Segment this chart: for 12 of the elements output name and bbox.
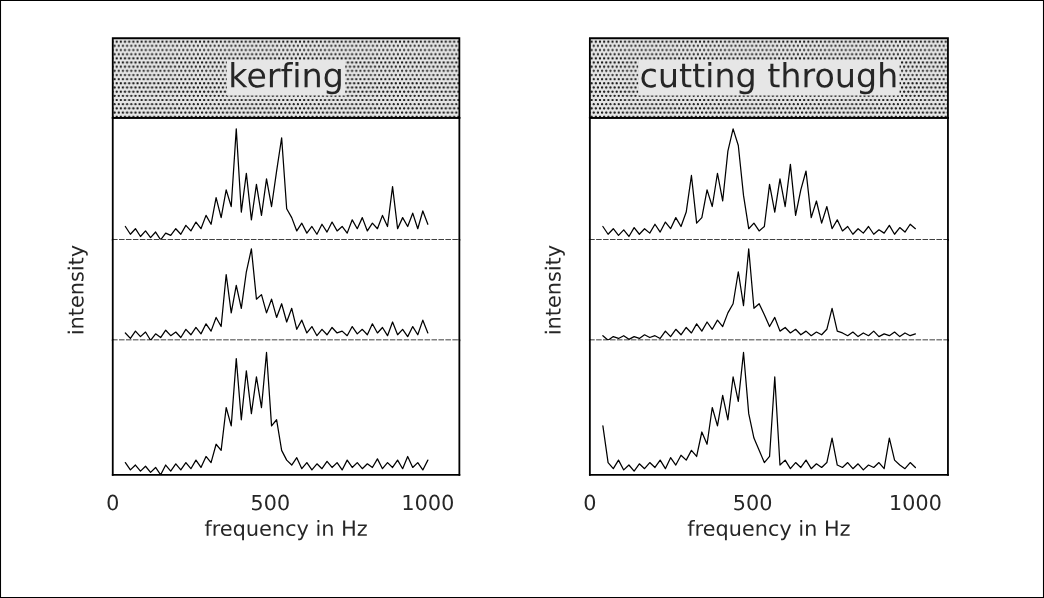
- chart-title: kerfing: [231, 61, 341, 95]
- x-tick-label: 1000: [403, 494, 453, 511]
- x-tick-label: 500: [734, 494, 772, 511]
- x-tick-label: 0: [584, 494, 596, 511]
- x-tick-label: 500: [252, 494, 289, 511]
- x-axis-title: frequency in Hz: [204, 519, 367, 541]
- x-axis-title: frequency in Hz: [687, 519, 850, 541]
- y-axis-title: intensity: [67, 245, 88, 334]
- chart-title: cutting through: [641, 61, 896, 95]
- x-tick-label: 1000: [891, 494, 941, 511]
- y-axis-title: intensity: [544, 245, 565, 334]
- x-tick-label: 0: [107, 494, 118, 511]
